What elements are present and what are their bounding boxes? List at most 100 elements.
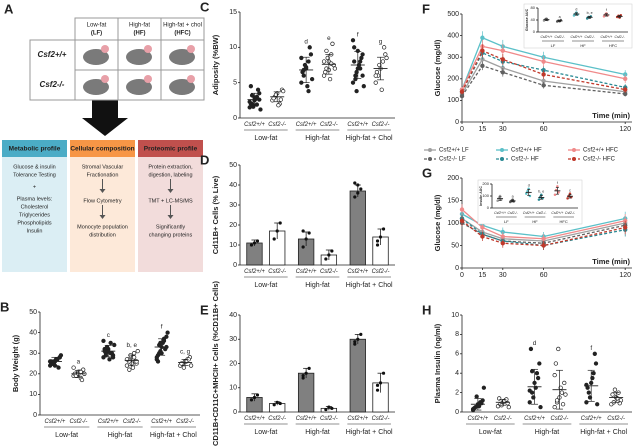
data-point <box>353 342 357 346</box>
panel-label: C <box>200 0 210 14</box>
box-text: Tolerance Testing <box>13 172 56 178</box>
y-tick-label: 0 <box>455 409 459 416</box>
y-tick-label: 30 <box>229 202 237 209</box>
data-point <box>307 45 312 50</box>
y-tick-label: 0 <box>233 409 237 416</box>
box-text: changing proteins <box>149 232 193 238</box>
data-point <box>350 80 356 85</box>
data-point <box>110 355 116 360</box>
box-text: Triglycerides <box>19 212 50 218</box>
box-text: TMT + LC-MS/MS <box>148 198 193 204</box>
x-axis-label: Time (min) <box>592 257 630 266</box>
box-title-band <box>2 140 67 157</box>
x-tick-label: Csf2-/- <box>176 419 194 425</box>
x-tick-label: Csf2-/- <box>320 416 338 422</box>
box-title: Cellular composition <box>70 146 134 153</box>
significance-label: c <box>569 188 571 192</box>
x-axis-label: Time (min) <box>592 111 630 120</box>
group-label: Low-fat <box>479 429 502 436</box>
data-point <box>309 76 315 82</box>
x-tick-label: 120 <box>619 272 631 279</box>
y-tick-label: 40 <box>229 312 237 319</box>
data-point <box>354 88 359 94</box>
significance-label: d <box>533 340 537 347</box>
y-tick-label: 150 <box>447 197 459 204</box>
y-tick-label: 0 <box>533 29 536 34</box>
y-tick-label: 500 <box>447 11 459 18</box>
data-point <box>257 91 262 96</box>
inset-background <box>477 179 583 225</box>
data-point <box>378 235 383 239</box>
data-point <box>537 361 542 366</box>
x-tick-label: Csf2+/+ <box>523 211 535 215</box>
data-point <box>374 69 380 75</box>
x-tick-label: Csf2+/+ <box>494 211 506 215</box>
box-text: Protein extraction, <box>148 164 193 170</box>
x-tick-label: Csf2-/- <box>565 211 576 215</box>
mouse-ear <box>101 75 109 83</box>
data-point <box>559 390 565 395</box>
panel-label: F <box>422 1 430 16</box>
column-header <box>160 17 205 41</box>
data-point <box>562 380 567 386</box>
y-axis-label: Body Weight (g) <box>11 334 20 392</box>
data-point <box>124 363 130 368</box>
data-point <box>330 41 335 46</box>
data-point <box>373 73 378 78</box>
data-point <box>572 14 576 17</box>
data-point <box>383 52 388 57</box>
data-point <box>278 221 282 225</box>
box-body <box>2 140 67 272</box>
data-point <box>358 66 363 71</box>
x-tick-label: 60 <box>540 272 548 279</box>
legend-label: Csf2+/+ HFC <box>583 148 619 154</box>
data-point <box>584 400 589 405</box>
data-point <box>375 243 380 247</box>
step-arrowhead <box>167 215 174 219</box>
x-tick-label: Csf2+/+ <box>347 269 368 275</box>
x-tick-label: Csf2-/- <box>268 416 286 422</box>
data-point <box>381 45 387 50</box>
group-label: High-fat + Chol <box>346 429 393 436</box>
y-tick-label: 200 <box>447 175 459 182</box>
y-tick-label: 50 <box>29 309 37 316</box>
data-point <box>541 236 546 241</box>
data-point <box>563 392 568 397</box>
data-point <box>327 76 333 82</box>
mouse-icon <box>169 49 195 65</box>
x-tick-label: Csf2-/- <box>372 416 390 422</box>
significance-label: b, e <box>538 190 544 194</box>
y-tick-label: 40 <box>531 17 536 22</box>
data-point <box>557 191 560 194</box>
data-point <box>108 351 113 356</box>
data-point <box>249 398 254 402</box>
group-label: Low-fat <box>55 432 78 439</box>
y-tick-label: 40 <box>229 182 237 189</box>
data-point <box>359 187 363 191</box>
data-point <box>252 241 257 245</box>
mouse-icon <box>126 49 152 65</box>
data-point <box>299 80 304 85</box>
data-point <box>554 398 560 403</box>
data-point <box>301 374 305 378</box>
data-point <box>373 80 378 85</box>
data-point <box>79 377 85 383</box>
column-header <box>117 17 162 41</box>
data-point <box>321 59 327 64</box>
x-tick-label: 0 <box>460 126 464 133</box>
data-point <box>360 52 365 57</box>
data-point <box>527 388 532 393</box>
y-axis-label: Plasma Insulin (ng/ml) <box>433 323 442 403</box>
x-tick-label: Csf2+/+ <box>540 35 552 39</box>
column-header-text: High-fat + chol <box>163 23 202 29</box>
panel-label: G <box>422 165 432 180</box>
mouse-ear <box>187 45 195 53</box>
data-point <box>602 15 606 18</box>
y-tick-label: 0 <box>233 262 237 269</box>
x-tick-label: Csf2+/+ <box>296 122 317 128</box>
data-point <box>56 365 61 370</box>
data-point <box>254 102 260 107</box>
column-header-text: Low-fat <box>87 23 107 29</box>
data-point <box>154 355 159 360</box>
data-point <box>324 257 328 261</box>
